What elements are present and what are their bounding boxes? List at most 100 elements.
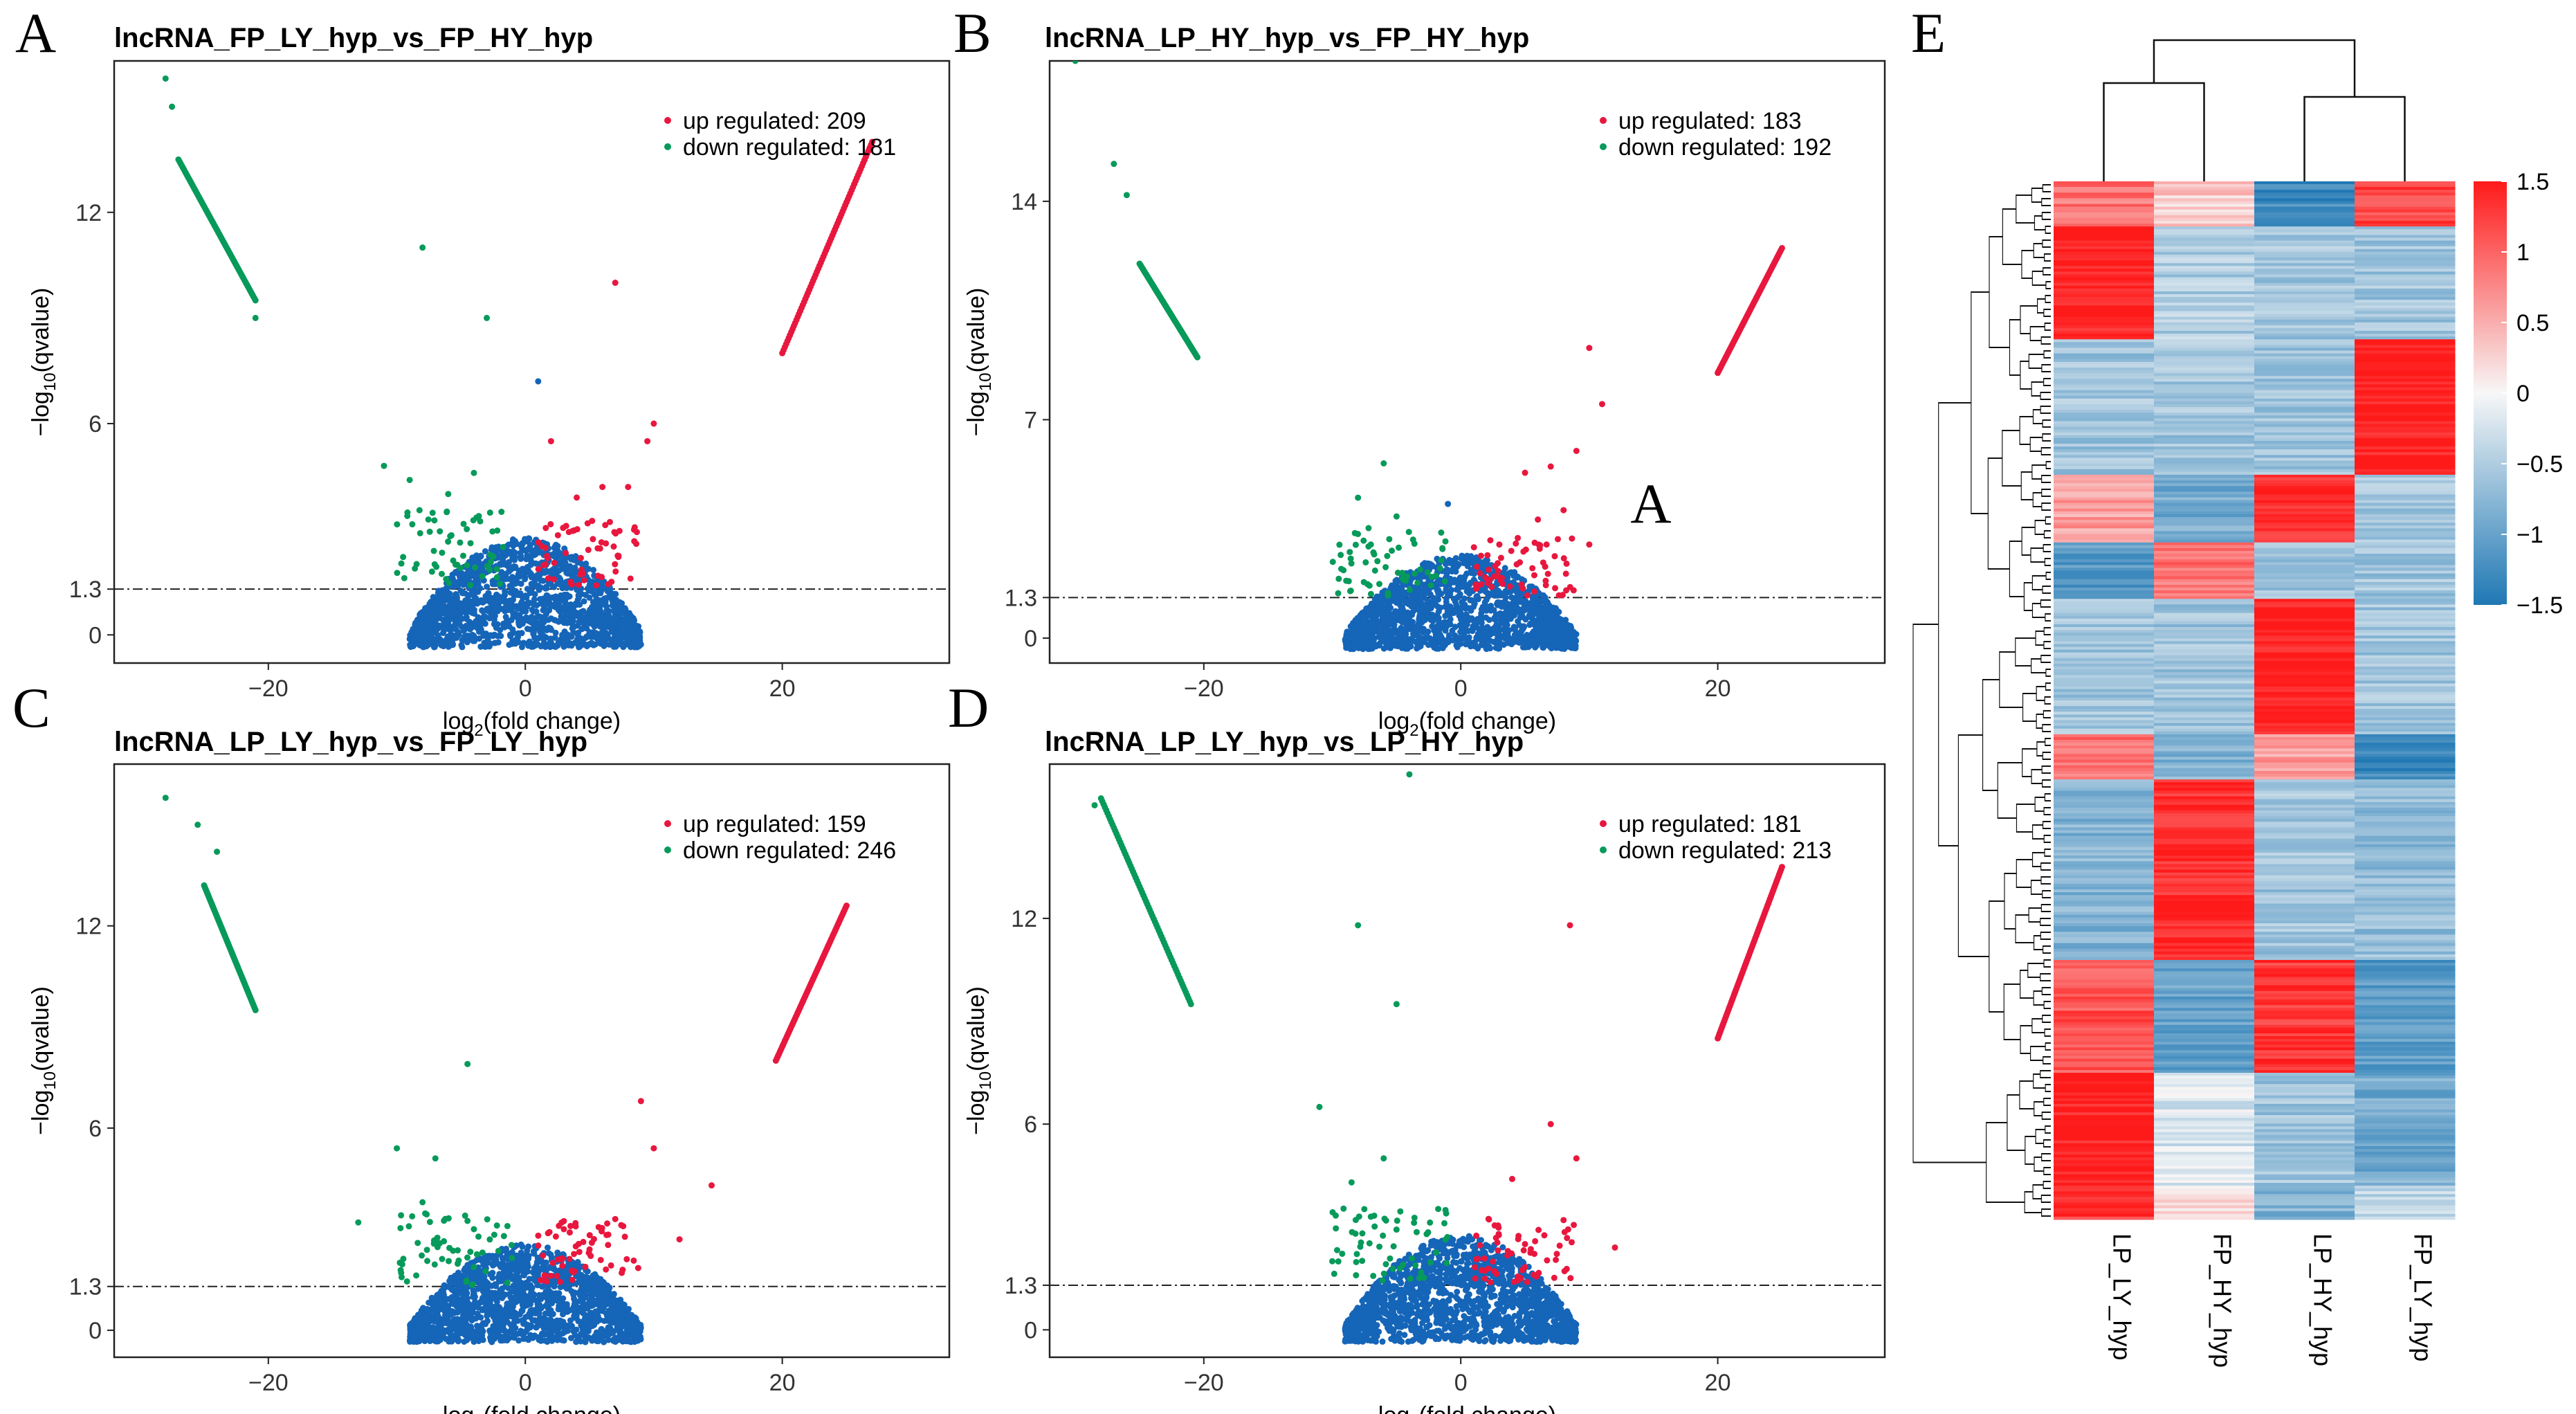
nonsig-point [1421,639,1428,646]
nonsig-point [504,606,511,613]
nonsig-point [1450,637,1456,644]
down-point [1337,565,1344,572]
nonsig-point [1344,640,1351,647]
down-point [467,540,474,547]
down-point [460,520,467,527]
nonsig-point [567,633,574,640]
nonsig-point [1533,618,1540,625]
nonsig-point [1369,627,1376,634]
y-axis-title: −log10(qvalue) [28,288,60,437]
nonsig-point [618,633,625,640]
up-point [625,484,632,491]
nonsig-point [506,550,513,557]
nonsig-point [1378,636,1385,643]
nonsig-point [590,567,597,574]
nonsig-point [546,607,553,614]
nonsig-point [1466,590,1473,597]
up-point [630,526,637,533]
nonsig-point [1399,606,1406,613]
nonsig-point [444,595,450,601]
nonsig-point [469,589,476,596]
up-point [627,575,634,582]
nonsig-point [542,599,549,606]
nonsig-point [500,1256,506,1262]
nonsig-point [1452,554,1459,561]
nonsig-point [1380,596,1387,603]
nonsig-point [511,592,518,599]
down-point [477,518,484,525]
down-point [252,314,259,321]
panel-letter: B [953,1,992,64]
nonsig-point [1544,632,1551,639]
nonsig-point [484,641,491,648]
down-point [1335,575,1342,582]
nonsig-point [1463,621,1470,628]
legend-up-label: up regulated: 209 [683,108,866,134]
nonsig-point [1423,590,1429,597]
up-point [550,576,557,583]
nonsig-point [628,644,634,651]
plot-frame [113,763,951,1359]
nonsig-point [612,616,619,623]
nonsig-point [456,621,463,628]
nonsig-point [470,601,477,608]
nonsig-point [461,571,468,578]
nonsig-point [1443,586,1450,593]
nonsig-point [459,644,466,651]
down-point [497,581,504,588]
up-point [581,577,587,583]
nonsig-point [1445,632,1452,639]
nonsig-point [1416,627,1423,634]
nonsig-point [523,556,530,563]
down-point [475,513,482,520]
up-point [565,529,572,536]
nonsig-point [1385,642,1392,649]
nonsig-point [603,622,610,629]
nonsig-point [484,606,491,613]
nonsig-point [1474,615,1481,622]
down-point [1382,563,1389,570]
x-axis-title: log2(fold change) [443,1402,621,1414]
nonsig-point [573,575,580,582]
nonsig-point [507,583,514,590]
nonsig-point [588,604,595,610]
down-point [437,528,444,535]
nonsig-point [463,1336,470,1343]
nonsig-point [1495,645,1502,652]
nonsig-point [1522,616,1529,623]
up-point [542,545,549,552]
nonsig-point [1360,617,1367,624]
nonsig-point [449,574,456,581]
down-point [484,314,491,321]
nonsig-point [459,589,466,596]
down-point [1442,538,1449,545]
up-point [540,562,547,569]
nonsig-point [1452,607,1459,614]
nonsig-point [1533,626,1540,633]
nonsig-point [509,1249,515,1256]
nonsig-point [1560,631,1566,638]
up-point [1491,573,1498,580]
down-point [417,529,423,536]
down-point [1367,590,1374,597]
nonsig-point [509,626,516,633]
nonsig-point [507,631,514,638]
down-point [1439,545,1446,552]
nonsig-point [551,553,558,560]
nonsig-point [1517,612,1524,619]
nonsig-point [519,1243,526,1250]
nonsig-point [495,639,502,646]
nonsig-point [547,615,554,622]
nonsig-point [588,1313,595,1320]
up-point [535,565,542,572]
up-point [554,532,561,538]
nonsig-point [1354,617,1361,624]
nonsig-point [482,548,488,555]
x-axis-title: log2(fold change) [443,708,621,740]
y-tick-label: 1.3 [1005,585,1037,611]
nonsig-point [572,639,578,646]
